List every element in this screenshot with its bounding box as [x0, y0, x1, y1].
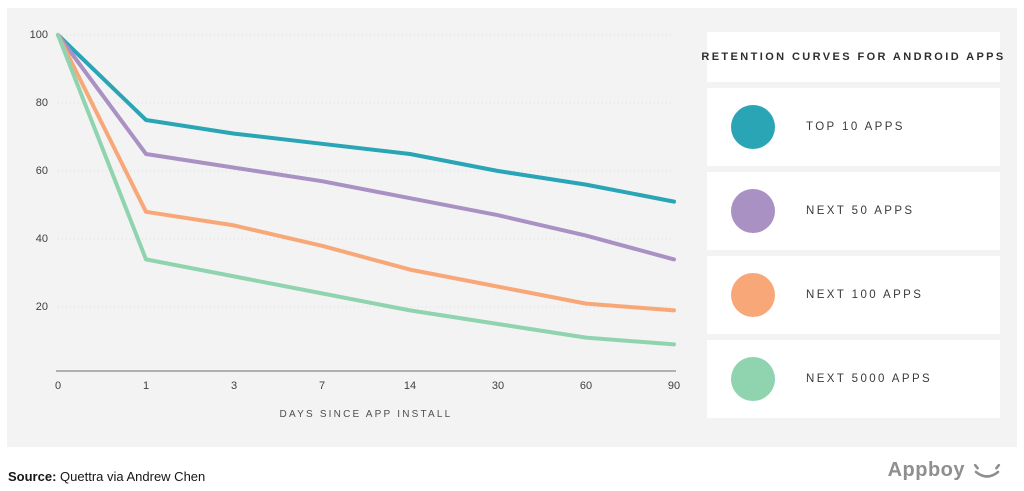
x-tick-label-30: 30 [491, 380, 505, 392]
x-tick-label-0: 0 [54, 380, 62, 392]
source-text: Quettra via Andrew Chen [56, 469, 206, 484]
x-tick-label-14: 14 [403, 380, 417, 392]
series-line-top-10-apps [56, 33, 676, 204]
source-attribution: Source: Quettra via Andrew Chen [8, 469, 205, 484]
source-label: Source: [8, 469, 57, 484]
y-tick-label-60: 60 [35, 165, 48, 177]
x-tick-label-7: 7 [318, 380, 326, 392]
y-tick-label-20: 20 [35, 301, 48, 313]
legend-item-top-10-apps: TOP 10 APPS [707, 88, 1000, 166]
series-line-next-50-apps [56, 33, 676, 262]
legend-item-next-50-apps: NEXT 50 APPS [707, 172, 1000, 250]
appboy-smiley-icon [973, 463, 1001, 478]
legend-item-label: NEXT 50 APPS [806, 205, 915, 217]
legend-title: RETENTION CURVES FOR ANDROID APPS [701, 32, 1003, 82]
y-tick-label-100: 100 [29, 29, 48, 41]
series-line-next-100-apps [56, 33, 676, 313]
y-tick-label-40: 40 [35, 233, 48, 245]
legend-item-label: NEXT 5000 APPS [806, 373, 933, 385]
x-tick-label-3: 3 [230, 380, 238, 392]
next-5000-apps-swatch-icon [731, 357, 775, 401]
series-line-next-5000-apps [56, 33, 676, 347]
y-tick-label-80: 80 [35, 97, 48, 109]
legend-item-next-100-apps: NEXT 100 APPS [707, 256, 1000, 334]
legend-item-label: NEXT 100 APPS [806, 289, 924, 301]
next-50-apps-swatch-icon [731, 189, 775, 233]
x-tick-label-1: 1 [142, 380, 150, 392]
legend-item-next-5000-apps: NEXT 5000 APPS [707, 340, 1000, 418]
next-100-apps-swatch-icon [731, 273, 775, 317]
x-tick-label-60: 60 [579, 380, 593, 392]
x-axis-title: DAYS SINCE APP INSTALL [279, 409, 453, 420]
appboy-logo-text: Appboy [887, 458, 965, 481]
x-tick-label-90: 90 [667, 380, 681, 392]
top-10-apps-swatch-icon [731, 105, 775, 149]
legend-item-label: TOP 10 APPS [806, 121, 905, 133]
appboy-logo: Appboy [888, 457, 1002, 483]
